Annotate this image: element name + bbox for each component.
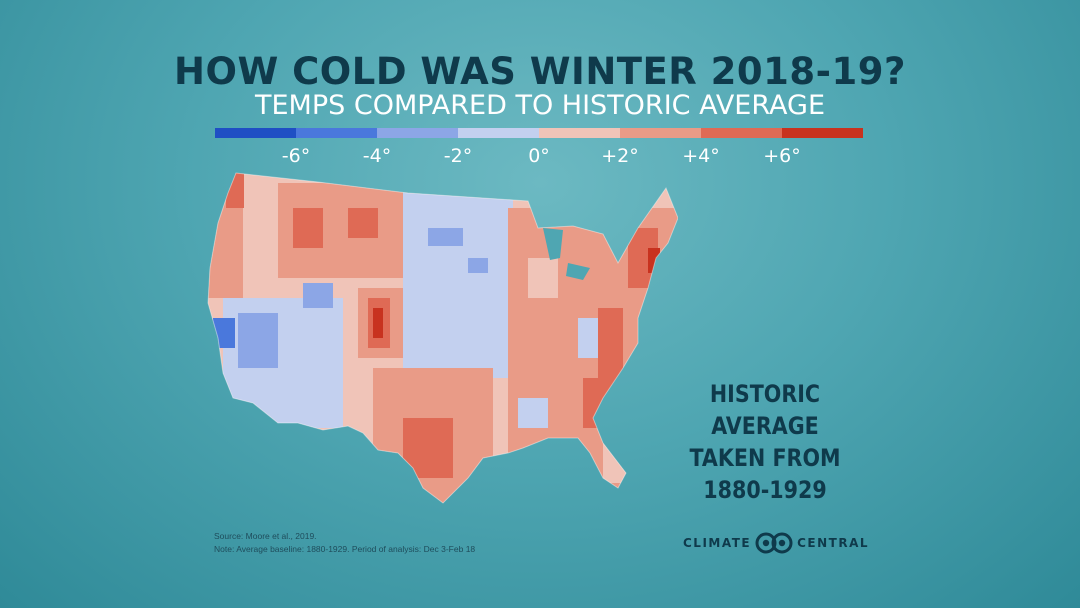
us-county-temperature-map	[207, 172, 678, 504]
note-line: HISTORIC AVERAGE	[709, 380, 821, 440]
scale-segment	[458, 128, 539, 138]
scale-segment	[377, 128, 458, 138]
page-title: HOW COLD WAS WINTER 2018-19?	[174, 50, 906, 93]
scale-tick-label: +6°	[763, 145, 801, 167]
historic-average-note: HISTORIC AVERAGE TAKEN FROM 1880-1929	[666, 378, 864, 506]
scale-segment	[782, 128, 863, 138]
source-notes: Source: Moore et al., 2019. Note: Averag…	[214, 530, 475, 556]
page-subtitle: TEMPS COMPARED TO HISTORIC AVERAGE	[254, 90, 826, 121]
scale-segment	[539, 128, 620, 138]
note-line: 1880-1929	[703, 476, 827, 504]
methodology-note: Note: Average baseline: 1880-1929. Perio…	[214, 544, 476, 554]
note-line: TAKEN FROM	[689, 444, 841, 472]
color-scale-labels: -6° -4° -2° 0° +2° +4° +6°	[0, 145, 1080, 175]
logo-text-left: CLIMATE	[683, 536, 752, 550]
color-scale-bar	[215, 128, 863, 138]
scale-segment	[701, 128, 782, 138]
scale-tick-label: -4°	[362, 145, 392, 167]
climate-central-logo: CLIMATE CENTRAL	[683, 532, 869, 554]
scale-segment	[215, 128, 296, 138]
logo-mark-icon	[755, 532, 793, 554]
logo-text-right: CENTRAL	[797, 536, 870, 550]
source-text: Source: Moore et al., 2019.	[214, 531, 317, 541]
scale-tick-label: +2°	[601, 145, 639, 167]
scale-tick-label: -6°	[281, 145, 311, 167]
scale-segment	[620, 128, 701, 138]
scale-segment	[296, 128, 377, 138]
scale-tick-label: -2°	[443, 145, 473, 167]
scale-tick-label: 0°	[528, 145, 550, 167]
scale-tick-label: +4°	[682, 145, 720, 167]
